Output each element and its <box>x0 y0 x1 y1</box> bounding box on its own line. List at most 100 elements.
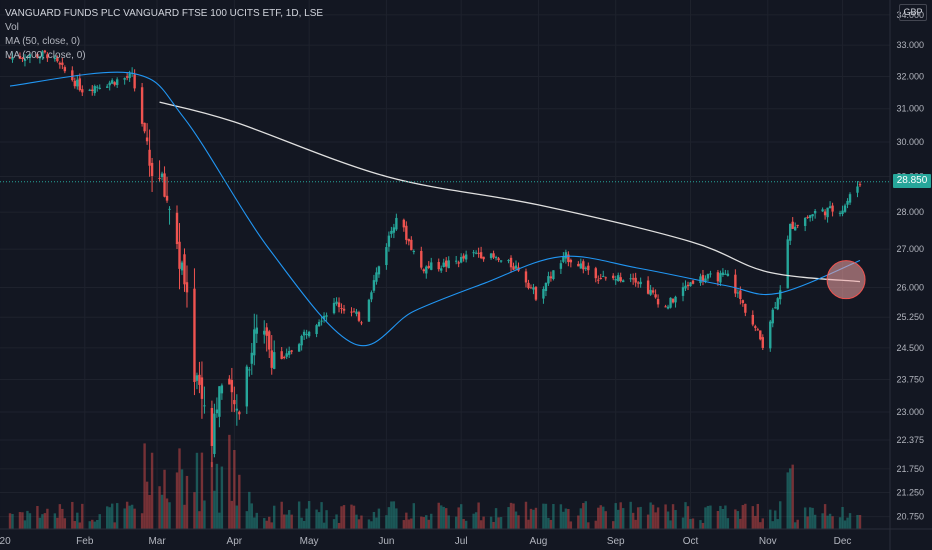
volume-bar <box>280 501 283 529</box>
volume-bar <box>739 518 742 529</box>
volume-bar <box>198 511 201 529</box>
candle <box>594 266 597 283</box>
volume-bar <box>268 516 271 529</box>
symbol-title[interactable]: VANGUARD FUNDS PLC VANGUARD FTSE 100 UCI… <box>5 8 324 19</box>
volume-bar <box>779 501 782 529</box>
candle <box>96 85 99 92</box>
candle <box>719 270 722 287</box>
volume-bar <box>651 504 655 529</box>
candle <box>549 271 553 282</box>
candle <box>148 129 151 177</box>
candle <box>248 367 251 377</box>
volume-bar <box>656 507 660 529</box>
volume-bar <box>352 505 356 529</box>
candle <box>562 252 565 264</box>
time-tick-label: Mar <box>148 536 166 547</box>
candle <box>604 276 607 281</box>
volume-bar <box>21 512 24 529</box>
ma200-legend[interactable]: MA (200, close, 0) <box>5 50 86 61</box>
candle <box>412 249 416 255</box>
candlestick-series <box>8 49 862 468</box>
candle <box>477 247 480 258</box>
volume-bar <box>407 519 411 529</box>
volume-bar <box>789 468 792 529</box>
volume-bar <box>180 469 184 529</box>
volume-bar <box>165 498 169 529</box>
candle <box>53 55 57 62</box>
volume-bar <box>43 513 47 529</box>
volume-bar <box>494 508 498 529</box>
candle <box>751 310 755 327</box>
candle <box>253 313 256 366</box>
volume-bar <box>23 520 27 529</box>
candle <box>567 251 570 267</box>
ma50-legend[interactable]: MA (50, close, 0) <box>5 36 81 47</box>
volume-bar <box>823 504 827 529</box>
volume-bar <box>602 506 605 529</box>
volume-bar <box>322 522 326 529</box>
candle <box>41 50 44 60</box>
volume-bar <box>273 505 276 529</box>
volume-bar <box>621 508 625 529</box>
volume-legend[interactable]: Vol <box>5 22 19 33</box>
candle <box>367 298 371 322</box>
volume-bar <box>36 505 39 529</box>
volume-bar <box>459 504 463 529</box>
volume-bar <box>315 509 318 529</box>
volume-bars <box>8 434 862 529</box>
volume-bar <box>549 519 553 529</box>
candle <box>108 80 111 91</box>
candle <box>507 259 510 264</box>
volume-bar <box>245 511 249 529</box>
candle <box>856 181 859 198</box>
candle <box>115 77 119 88</box>
candle <box>582 259 585 274</box>
candle <box>843 203 847 213</box>
candle <box>686 281 690 291</box>
candle <box>360 320 363 326</box>
volume-bar <box>287 510 291 529</box>
volume-bar <box>527 519 530 529</box>
volume-bar <box>26 510 29 529</box>
volume-bar <box>681 517 685 529</box>
volume-bar <box>754 515 757 529</box>
volume-bar <box>751 506 755 529</box>
candle <box>646 276 650 295</box>
candle <box>512 262 515 271</box>
candle <box>602 270 605 278</box>
candle <box>317 319 321 327</box>
volume-bar <box>741 505 745 529</box>
candle <box>462 253 465 262</box>
volume-bar <box>250 503 253 529</box>
volume-bar <box>78 522 81 529</box>
volume-bar <box>410 518 413 529</box>
volume-bar <box>125 501 129 529</box>
volume-bar <box>848 513 852 529</box>
volume-bar <box>447 515 450 529</box>
time-tick-label: May <box>300 536 319 547</box>
candle <box>140 82 144 127</box>
candle <box>402 218 406 232</box>
volume-bar <box>454 516 458 529</box>
volume-bar <box>185 475 189 529</box>
candle <box>390 226 393 238</box>
candle <box>322 312 326 323</box>
candle <box>838 210 842 217</box>
currency-label[interactable]: GBP <box>899 4 927 21</box>
volume-bar <box>689 518 692 529</box>
candle <box>38 55 42 64</box>
candle <box>808 214 812 222</box>
volume-bar <box>517 515 520 529</box>
candle <box>235 394 239 426</box>
volume-bar <box>305 508 308 529</box>
volume-bar <box>507 507 510 529</box>
volume-bar <box>238 474 241 529</box>
candle <box>691 279 695 285</box>
candle <box>649 284 652 296</box>
candle <box>527 279 530 290</box>
candle <box>846 198 849 209</box>
volume-bar <box>350 504 353 529</box>
volume-bar <box>821 513 824 529</box>
candle <box>532 283 535 295</box>
